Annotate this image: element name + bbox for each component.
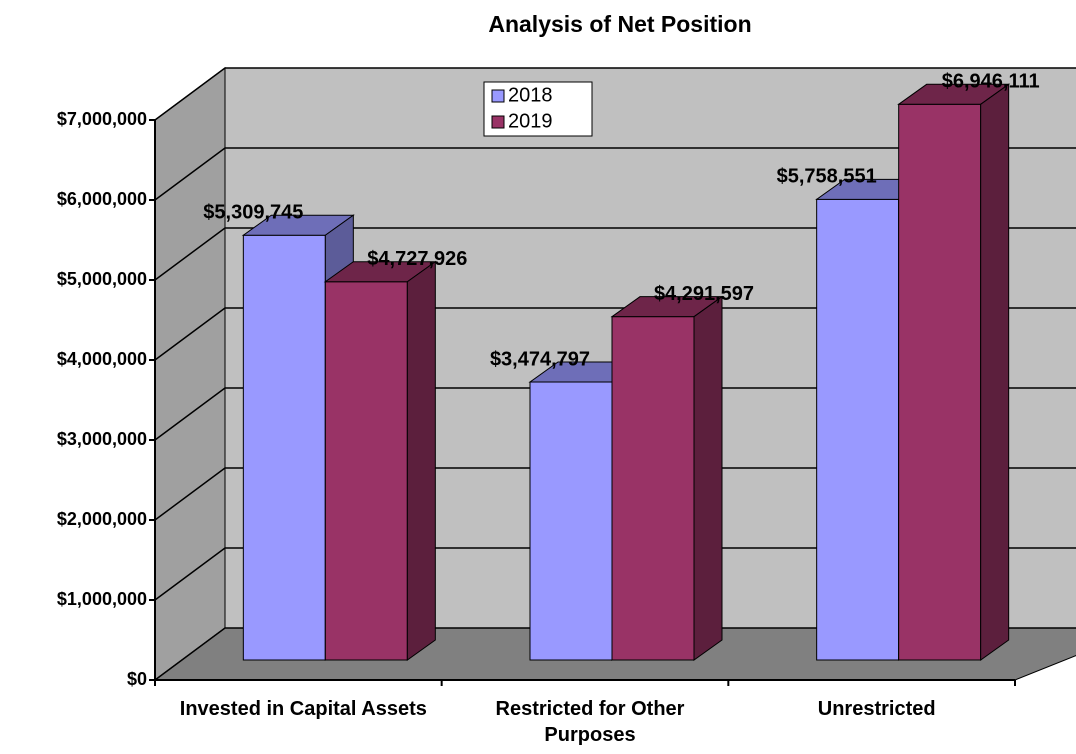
bar-front: [242, 234, 326, 661]
data-label: $4,727,926: [367, 248, 467, 270]
chart-title: Analysis of Net Position: [488, 11, 751, 37]
y-tick-label: $6,000,000: [57, 189, 147, 209]
legend-swatch: [491, 115, 505, 129]
legend-label: 2018: [508, 84, 553, 106]
y-tick-label: $1,000,000: [57, 589, 147, 609]
bar-front: [898, 103, 982, 661]
y-tick-label: $7,000,000: [57, 109, 147, 129]
y-tick-label: $5,000,000: [57, 269, 147, 289]
grid-line: [154, 147, 1076, 201]
data-label: $4,291,597: [654, 283, 754, 305]
data-label: $5,758,551: [777, 166, 877, 188]
x-tick-label: Restricted for Other Purposes: [495, 698, 685, 746]
grid-line: [154, 67, 1076, 121]
bar-side: [693, 295, 723, 661]
y-tick-label: $4,000,000: [57, 349, 147, 369]
side-wall: [154, 67, 226, 681]
data-label: $5,309,745: [203, 202, 303, 224]
bar-front: [611, 316, 695, 661]
y-tick-label: $2,000,000: [57, 509, 147, 529]
data-label: $6,946,111: [942, 71, 1040, 93]
bar-front: [816, 198, 900, 661]
x-tick-label: Unrestricted: [817, 698, 936, 720]
data-label: $3,474,797: [490, 348, 590, 370]
bar-side: [406, 260, 436, 661]
y-tick-label: $3,000,000: [57, 429, 147, 449]
bar-front: [324, 281, 408, 661]
bar-front: [529, 381, 613, 661]
legend-swatch: [491, 89, 505, 103]
bar-side: [980, 83, 1010, 661]
y-tick-label: $0: [127, 669, 147, 689]
legend-label: 2019: [508, 110, 553, 132]
x-tick-label: Invested in Capital Assets: [179, 698, 427, 720]
